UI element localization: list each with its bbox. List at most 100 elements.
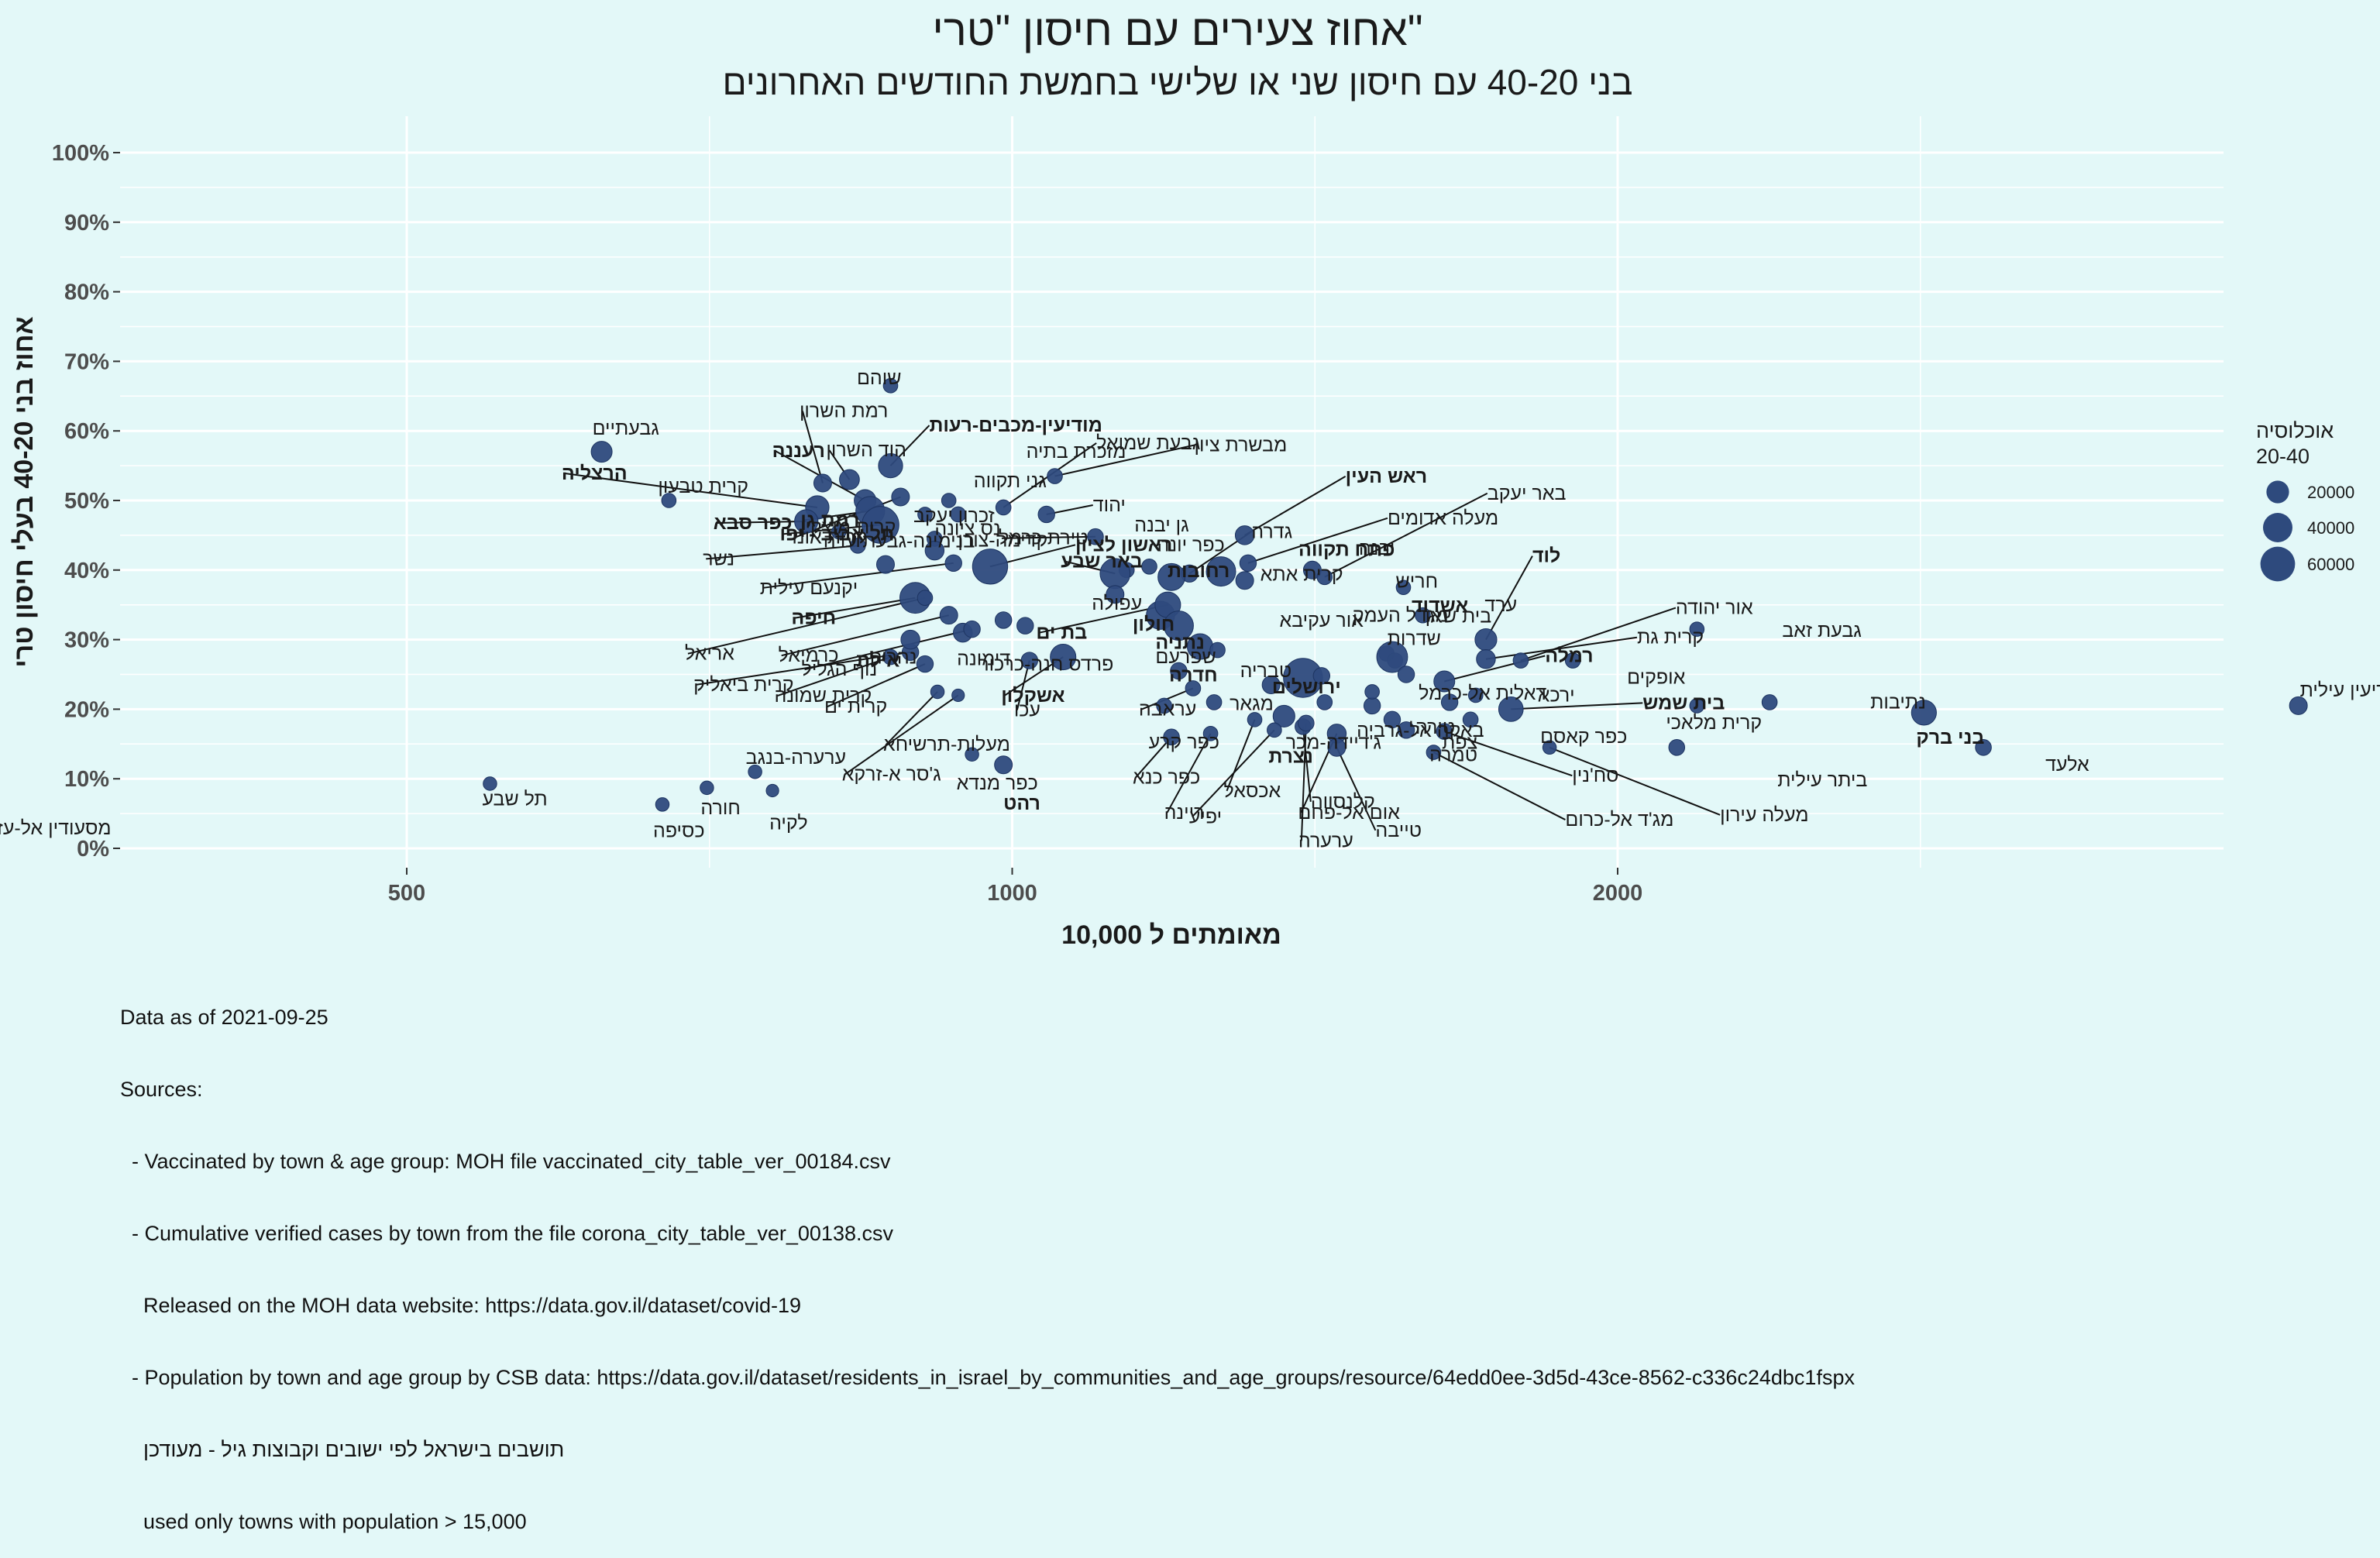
data-point bbox=[900, 629, 920, 650]
x-axis: 500 1000 2000 bbox=[388, 868, 1642, 906]
point-label: רהט bbox=[1003, 793, 1040, 814]
caption-line: Released on the MOH data website: https:… bbox=[120, 1294, 801, 1317]
point-label: ג'סר א-זרקא bbox=[842, 763, 941, 785]
data-point bbox=[1462, 711, 1479, 728]
x-tick-label: 2000 bbox=[1593, 881, 1643, 906]
point-label: נצרת bbox=[1268, 745, 1313, 767]
data-point bbox=[1474, 628, 1498, 652]
caption-line: Sources: bbox=[120, 1078, 203, 1101]
leader-line bbox=[1443, 731, 1573, 777]
data-point bbox=[1163, 728, 1180, 746]
data-point bbox=[1364, 684, 1380, 700]
data-point bbox=[941, 493, 957, 508]
legend-label: 40000 bbox=[2307, 518, 2354, 538]
point-label: דאלית אל-כרמל bbox=[1419, 683, 1546, 704]
data-point bbox=[1141, 559, 1157, 575]
leader-line bbox=[794, 597, 916, 619]
chart-title: אחוז צעירים עם חיסון "טרי" bbox=[932, 5, 1422, 54]
chart: אחוז צעירים עם חיסון "טרי" בני 40-20 עם … bbox=[0, 5, 2380, 950]
point-label: עראבה bbox=[1139, 698, 1196, 720]
point-label: בית שמש bbox=[1642, 692, 1725, 714]
point-label: רעננה bbox=[772, 440, 825, 462]
data-point bbox=[831, 524, 847, 540]
point-label: מעלה אדומים bbox=[1388, 507, 1498, 529]
data-point bbox=[839, 469, 860, 490]
data-point bbox=[1209, 641, 1226, 659]
data-point bbox=[1564, 652, 1581, 669]
leader-line bbox=[716, 520, 807, 524]
data-point bbox=[1267, 722, 1282, 738]
data-point bbox=[862, 506, 899, 544]
data-point bbox=[882, 648, 899, 666]
data-point bbox=[1156, 697, 1172, 714]
point-label: קרית ים bbox=[824, 696, 887, 717]
data-point bbox=[995, 499, 1012, 516]
point-label: ערערה bbox=[1298, 830, 1353, 851]
point-label: גדרה bbox=[1251, 521, 1292, 542]
point-label: קרית שמונה bbox=[774, 685, 872, 707]
leader-line bbox=[706, 545, 858, 560]
leader-line bbox=[804, 628, 972, 671]
data-point bbox=[1205, 694, 1223, 710]
data-point bbox=[1316, 694, 1333, 710]
point-label: הוד השרון bbox=[826, 439, 906, 461]
leader-line bbox=[564, 472, 818, 508]
data-point bbox=[1376, 641, 1408, 673]
leader-line bbox=[1244, 476, 1346, 536]
point-label: ירושלים bbox=[1272, 676, 1341, 698]
point-label: רמת השרון bbox=[800, 401, 888, 422]
caption-line: תושבים בישראל לפי ישובים וקבוצות גיל - מ… bbox=[120, 1438, 565, 1461]
data-point bbox=[944, 554, 962, 573]
point-label: חדרה bbox=[1169, 665, 1218, 686]
point-label: גבעת זאב bbox=[1782, 620, 1862, 641]
point-label: ביתר עילית bbox=[1777, 769, 1867, 791]
point-label: מג'ד אל-כרום bbox=[1565, 809, 1673, 831]
point-label: קדימה-צורן bbox=[958, 529, 1047, 551]
data-point bbox=[813, 473, 832, 493]
leader-line bbox=[1166, 733, 1212, 813]
point-label: חורה bbox=[700, 797, 740, 819]
leader-line bbox=[777, 656, 891, 696]
data-point bbox=[951, 688, 965, 703]
leader-line bbox=[1247, 517, 1388, 564]
data-point bbox=[1016, 617, 1034, 635]
data-point bbox=[1327, 738, 1346, 757]
data-point bbox=[1467, 687, 1484, 703]
point-label: נוף הגליל bbox=[802, 659, 878, 680]
data-point bbox=[1397, 666, 1415, 683]
leader-line bbox=[1300, 723, 1307, 841]
legend-label: 20000 bbox=[2307, 483, 2354, 502]
data-point bbox=[748, 764, 762, 779]
point-label: אום אל-פחם bbox=[1298, 802, 1400, 824]
data-point bbox=[1037, 505, 1055, 524]
leader-line bbox=[1192, 729, 1275, 818]
point-label: ראשון לציון bbox=[1075, 534, 1172, 555]
leader-line bbox=[1324, 492, 1488, 578]
legend-key bbox=[2266, 480, 2289, 504]
data-point bbox=[1202, 726, 1219, 741]
point-label: סח'נין bbox=[1572, 765, 1618, 786]
y-tick-label: 40% bbox=[64, 559, 109, 583]
data-point bbox=[994, 755, 1013, 775]
point-label: חולון bbox=[1133, 614, 1175, 635]
point-label: גני תקווה bbox=[974, 470, 1047, 492]
data-point bbox=[1020, 652, 1039, 669]
leader-line bbox=[1485, 636, 1638, 660]
x-tick-label: 500 bbox=[388, 881, 425, 906]
point-label: ירכא bbox=[1538, 684, 1575, 706]
data-point bbox=[794, 509, 819, 534]
point-label: נתיבות bbox=[1870, 691, 1926, 713]
plot-panel bbox=[120, 116, 2224, 868]
point-label: מודיעין עילית bbox=[2300, 679, 2380, 701]
point-label: נשר bbox=[703, 548, 734, 569]
leader-line bbox=[827, 663, 926, 707]
point-label: אור יהודה bbox=[1676, 597, 1753, 619]
point-label: גבעת שמואל bbox=[1096, 432, 1200, 454]
data-point bbox=[1363, 696, 1381, 715]
data-point bbox=[849, 538, 866, 554]
data-point bbox=[1975, 739, 1992, 756]
caption-line: - Population by town and age group by CS… bbox=[120, 1366, 1855, 1389]
point-label: קלנסווה bbox=[1311, 791, 1375, 813]
point-label: נתניה bbox=[1155, 632, 1204, 654]
point-label: אשדוד bbox=[1412, 595, 1468, 617]
